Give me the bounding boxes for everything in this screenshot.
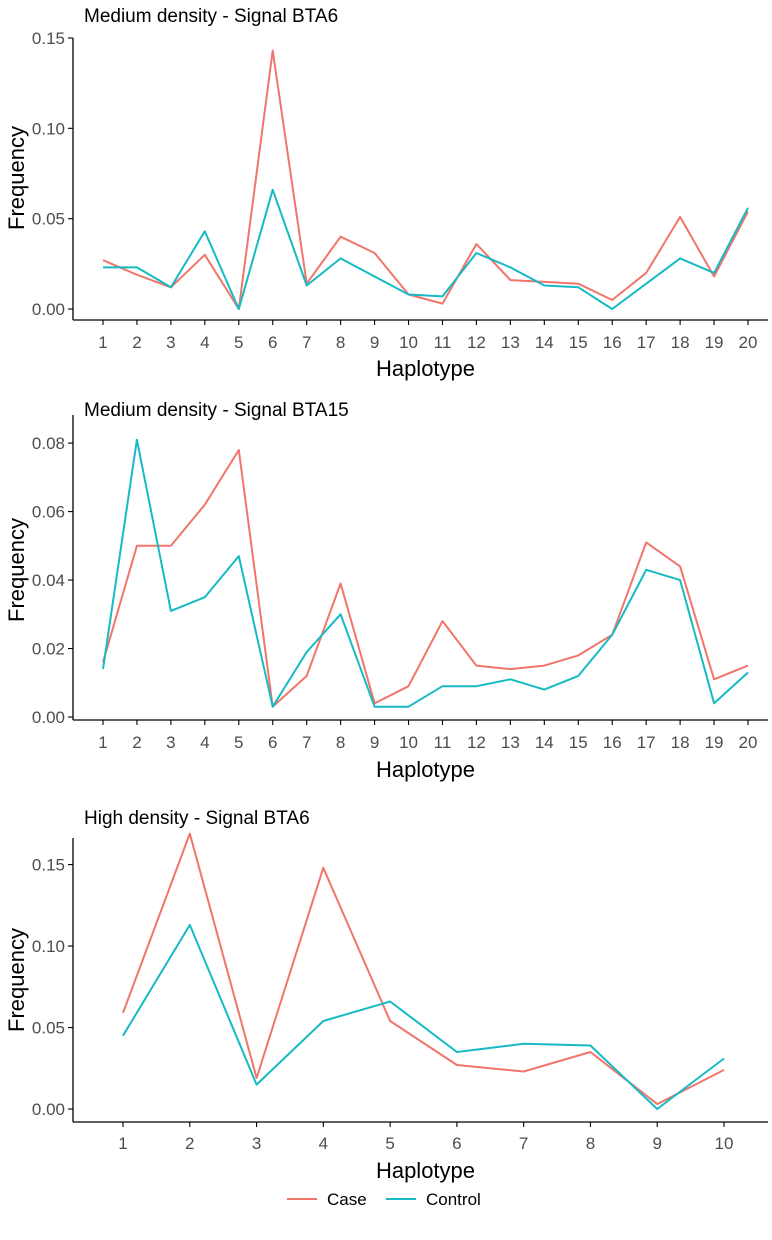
y-tick-label: 0.05 <box>32 210 65 229</box>
x-tick-label: 17 <box>637 733 656 752</box>
x-tick-label: 18 <box>671 333 690 352</box>
series-line-control <box>103 188 749 310</box>
x-tick-label: 10 <box>715 1134 734 1153</box>
y-tick-label: 0.04 <box>32 571 65 590</box>
x-axis-label: Haplotype <box>376 356 475 381</box>
x-tick-label: 12 <box>467 333 486 352</box>
y-tick-label: 0.10 <box>32 937 65 956</box>
x-tick-label: 19 <box>705 733 724 752</box>
x-tick-label: 13 <box>501 333 520 352</box>
x-tick-label: 5 <box>234 333 243 352</box>
y-tick-label: 0.15 <box>32 29 65 48</box>
x-tick-label: 18 <box>671 733 690 752</box>
x-tick-label: 10 <box>399 733 418 752</box>
chart-panel-3: High density - Signal BTA6 0.00 0.05 0.10 0.… <box>4 808 768 1183</box>
x-tick-label: 20 <box>739 333 758 352</box>
legend: Case Control <box>287 1190 481 1209</box>
y-tick-label: 0.00 <box>32 708 65 727</box>
x-tick-label: 20 <box>739 733 758 752</box>
y-tick-label: 0.02 <box>32 640 65 659</box>
chart-panel-2: Medium density - Signal BTA15 0.00 0.02 0.0… <box>4 400 768 782</box>
x-tick-label: 11 <box>434 733 452 752</box>
y-axis-label: Frequency <box>4 928 29 1032</box>
x-axis-label: Haplotype <box>376 757 475 782</box>
x-tick-label: 8 <box>336 333 345 352</box>
x-tick-label: 2 <box>132 733 141 752</box>
x-tick-label: 4 <box>319 1134 328 1153</box>
series-line-control <box>122 923 725 1110</box>
y-axis-label: Frequency <box>4 518 29 622</box>
y-tick-label: 0.15 <box>32 856 65 875</box>
y-tick-label: 0.10 <box>32 119 65 138</box>
x-tick-label: 15 <box>569 333 588 352</box>
chart-title: Medium density - Signal BTA6 <box>84 6 338 27</box>
x-axis-label: Haplotype <box>376 1158 475 1183</box>
y-tick-label: 0.05 <box>32 1019 65 1038</box>
x-tick-label: 6 <box>268 733 277 752</box>
x-tick-label: 7 <box>519 1134 528 1153</box>
x-tick-label: 14 <box>535 333 554 352</box>
series-line-case <box>102 449 749 708</box>
x-tick-label: 3 <box>252 1134 261 1153</box>
x-tick-label: 12 <box>467 733 486 752</box>
chart-panel-1: Medium density - Signal BTA6 0.00 0.05 0.10… <box>4 6 768 381</box>
x-tick-label: 3 <box>166 333 175 352</box>
x-tick-label: 8 <box>586 1134 595 1153</box>
series-line-case <box>102 49 749 310</box>
x-tick-label: 8 <box>336 733 345 752</box>
x-tick-label: 7 <box>302 733 311 752</box>
x-tick-label: 4 <box>200 733 209 752</box>
x-tick-label: 16 <box>603 733 622 752</box>
x-tick-label: 9 <box>370 733 379 752</box>
x-tick-label: 9 <box>652 1134 661 1153</box>
x-tick-label: 19 <box>705 333 724 352</box>
y-tick-label: 0.00 <box>32 1100 65 1119</box>
legend-control-label: Control <box>426 1190 481 1209</box>
chart-title: High density - Signal BTA6 <box>84 808 310 829</box>
x-tick-label: 16 <box>603 333 622 352</box>
x-tick-label: 2 <box>185 1134 194 1153</box>
x-tick-label: 15 <box>569 733 588 752</box>
y-tick-label: 0.06 <box>32 503 65 522</box>
x-tick-label: 1 <box>98 333 107 352</box>
x-tick-label: 1 <box>118 1134 127 1153</box>
x-tick-label: 6 <box>452 1134 461 1153</box>
legend-case-label: Case <box>327 1190 367 1209</box>
y-tick-label: 0.08 <box>32 434 65 453</box>
chart-title: Medium density - Signal BTA15 <box>84 400 349 421</box>
x-tick-label: 6 <box>268 333 277 352</box>
x-tick-label: 4 <box>200 333 209 352</box>
x-tick-label: 17 <box>637 333 656 352</box>
x-tick-label: 5 <box>234 733 243 752</box>
x-tick-label: 2 <box>132 333 141 352</box>
series-line-case <box>122 832 725 1106</box>
x-tick-label: 3 <box>166 733 175 752</box>
series-line-control <box>102 438 749 708</box>
x-tick-label: 11 <box>434 333 452 352</box>
x-tick-label: 13 <box>501 733 520 752</box>
y-tick-label: 0.00 <box>32 300 65 319</box>
x-tick-label: 14 <box>535 733 554 752</box>
y-axis-label: Frequency <box>4 126 29 230</box>
x-tick-label: 5 <box>385 1134 394 1153</box>
x-tick-label: 1 <box>98 733 107 752</box>
x-tick-label: 10 <box>399 333 418 352</box>
x-tick-label: 9 <box>370 333 379 352</box>
x-tick-label: 7 <box>302 333 311 352</box>
